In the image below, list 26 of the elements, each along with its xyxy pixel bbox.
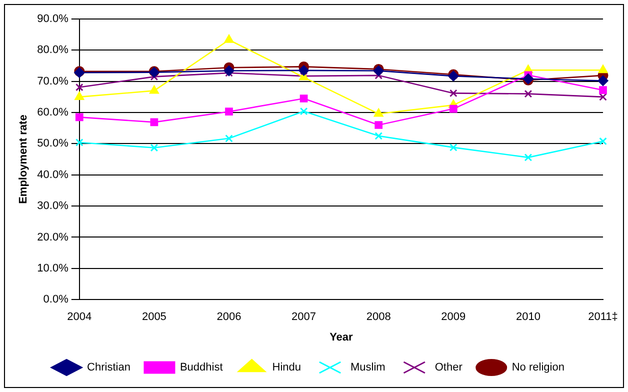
- legend-label: Other: [434, 362, 463, 374]
- y-tick-label: 20.0%: [37, 231, 69, 244]
- x-tick-label: 2011‡: [588, 311, 618, 324]
- x-tick-label: 2009: [441, 311, 466, 324]
- y-tick-label: 40.0%: [37, 168, 69, 181]
- x-axis-title: Year: [330, 331, 354, 344]
- y-axis-title: Employment rate: [18, 114, 30, 204]
- y-tick-label: 10.0%: [37, 262, 69, 274]
- legend-label: Buddhist: [180, 362, 223, 374]
- y-tick-label: 0.0%: [43, 294, 69, 306]
- y-tick-label: 90.0%: [37, 13, 69, 26]
- y-tick-label: 70.0%: [37, 75, 69, 88]
- legend-label: No religion: [512, 362, 564, 374]
- y-tick-label: 30.0%: [37, 200, 69, 212]
- legend-label: Hindu: [272, 362, 302, 374]
- y-tick-label: 60.0%: [37, 106, 69, 119]
- x-tick-label: 2010: [516, 311, 540, 324]
- x-tick-label: 2005: [142, 311, 166, 324]
- y-tick-label: 80.0%: [37, 44, 69, 56]
- legend-label: Christian: [87, 362, 130, 374]
- x-tick-label: 2008: [366, 311, 391, 324]
- x-tick-label: 2007: [292, 311, 316, 324]
- legend-label: Muslim: [350, 362, 386, 374]
- x-tick-label: 2006: [216, 311, 242, 324]
- y-tick-label: 50.0%: [37, 138, 69, 150]
- x-tick-label: 2004: [67, 311, 92, 324]
